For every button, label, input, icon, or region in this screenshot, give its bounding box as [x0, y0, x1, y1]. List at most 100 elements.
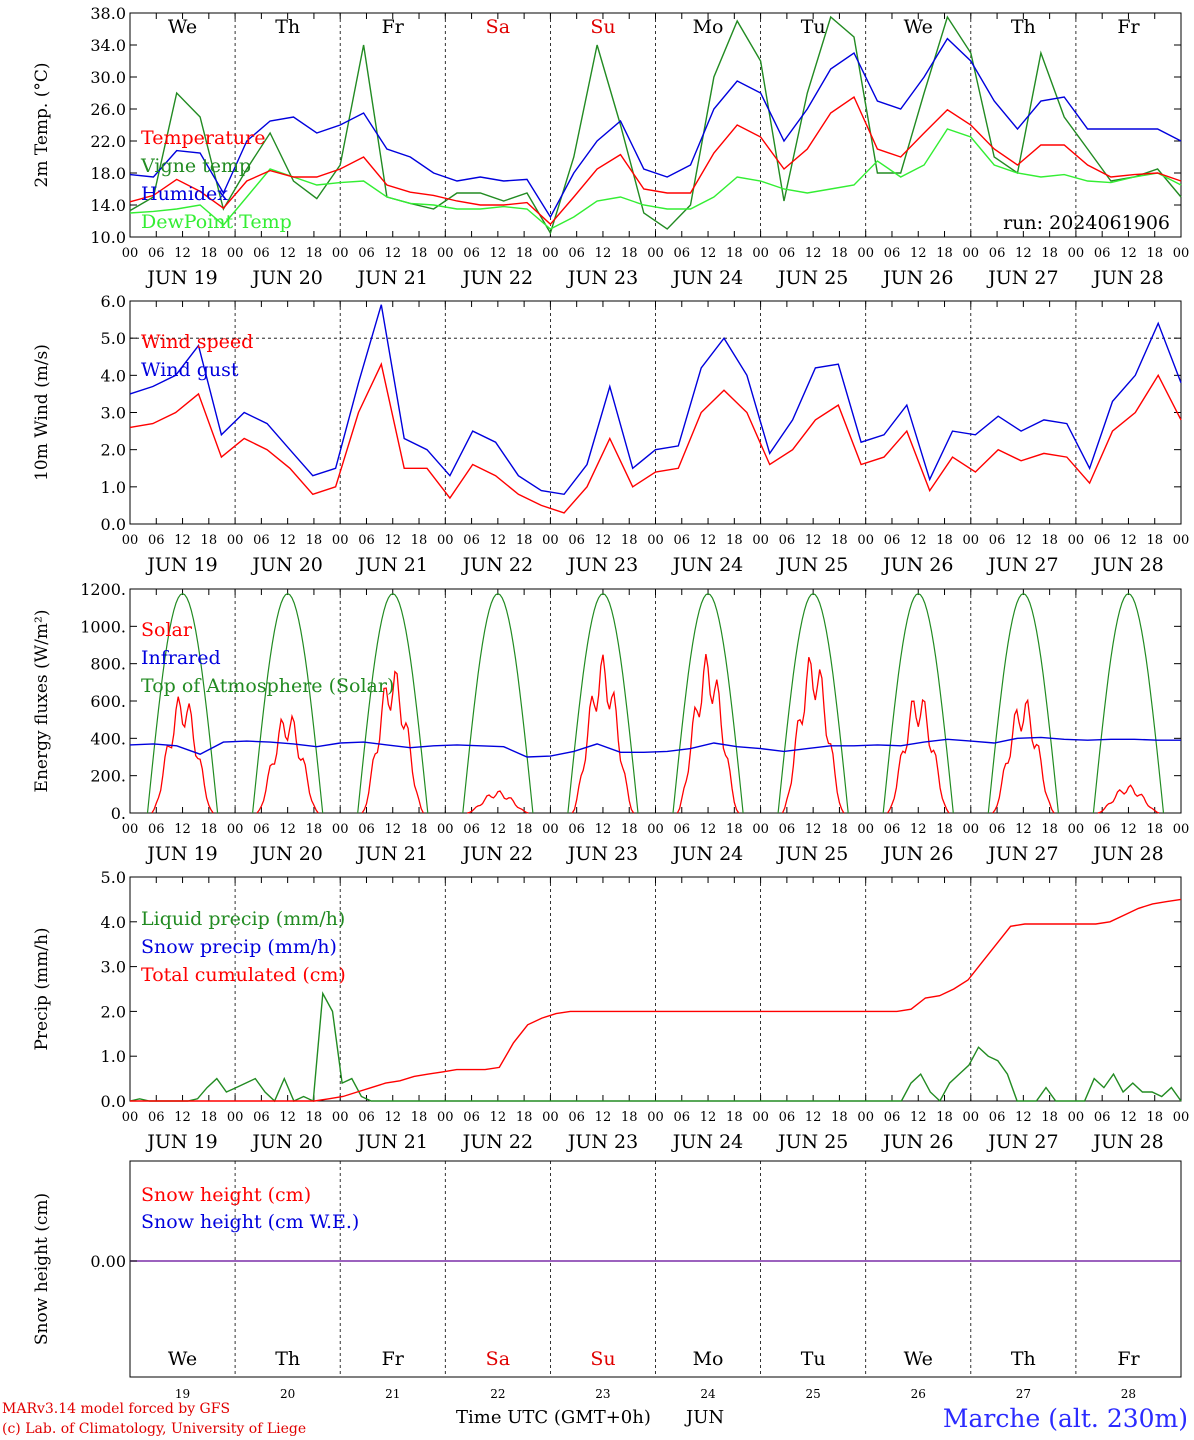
x-tick-label: 00 — [227, 246, 244, 261]
x-tick-label: 06 — [358, 1110, 375, 1125]
date-label: JUN 25 — [776, 554, 848, 576]
date-label: JUN 27 — [986, 267, 1058, 289]
x-tick-label: 12 — [1015, 246, 1032, 261]
x-tick-label: 18 — [201, 246, 218, 261]
x-tick-label: 00 — [752, 246, 769, 261]
x-tick-label: 12 — [1015, 533, 1032, 548]
x-tick-label: 06 — [358, 246, 375, 261]
x-tick-label: 12 — [595, 533, 612, 548]
x-tick-label: 06 — [779, 822, 796, 837]
x-tick-label: 00 — [647, 822, 664, 837]
y-tick-label: 400. — [90, 729, 126, 748]
y-tick-label: 2.0 — [101, 441, 126, 460]
x-tick-label: 00 — [1068, 533, 1085, 548]
day-name: Su — [590, 1348, 615, 1370]
x-tick-label: 18 — [726, 246, 743, 261]
date-label: JUN 22 — [461, 267, 533, 289]
x-tick-label: 00 — [857, 822, 874, 837]
x-tick-label: 12 — [805, 533, 822, 548]
date-label: JUN 19 — [145, 554, 217, 576]
y-tick-label: 1000. — [80, 617, 126, 636]
x-tick-label: 12 — [174, 246, 191, 261]
x-tick-label: 12 — [384, 246, 401, 261]
x-tick-label: 00 — [122, 246, 139, 261]
x-tick-label: 18 — [411, 533, 428, 548]
date-label: JUN 25 — [776, 267, 848, 289]
series-line-toa-solar — [567, 593, 639, 814]
x-tick-label: 12 — [1120, 246, 1137, 261]
day-name: Fr — [1117, 16, 1140, 38]
x-tick-label: 06 — [148, 1110, 165, 1125]
x-tick-label: 18 — [621, 822, 638, 837]
x-tick-label: 00 — [437, 533, 454, 548]
x-tick-label: 00 — [332, 533, 349, 548]
date-label: JUN 20 — [250, 267, 322, 289]
x-tick-label: 06 — [989, 822, 1006, 837]
x-tick-label: 12 — [174, 822, 191, 837]
date-label: JUN 21 — [356, 554, 428, 576]
x-tick-label: 06 — [253, 246, 270, 261]
x-tick-label: 18 — [1041, 822, 1058, 837]
y-tick-label: 1200. — [80, 580, 126, 599]
x-tick-label: 12 — [279, 533, 296, 548]
x-tick-label: 12 — [700, 246, 717, 261]
x-tick-label: 00 — [963, 1110, 980, 1125]
x-tick-label: 12 — [910, 533, 927, 548]
day-number: 26 — [911, 1387, 926, 1401]
x-tick-label: 00 — [332, 1110, 349, 1125]
series-line-toa-solar — [987, 593, 1059, 814]
x-tick-label: 06 — [884, 246, 901, 261]
legend-liquid-precip-mm-h: Liquid precip (mm/h) — [141, 908, 345, 930]
x-tick-label: 18 — [621, 533, 638, 548]
y-tick-label: 800. — [90, 655, 126, 674]
x-tick-label: 12 — [1015, 822, 1032, 837]
x-tick-label: 06 — [568, 822, 585, 837]
x-tick-label: 18 — [726, 822, 743, 837]
x-tick-label: 06 — [463, 1110, 480, 1125]
x-tick-label: 00 — [122, 533, 139, 548]
x-tick-label: 00 — [857, 533, 874, 548]
legend-wind-speed: Wind speed — [141, 331, 253, 353]
date-label: JUN 28 — [1091, 843, 1163, 865]
day-name: Fr — [1117, 1348, 1140, 1370]
x-tick-label: 12 — [595, 1110, 612, 1125]
day-number: 28 — [1121, 1387, 1136, 1401]
date-label: JUN 20 — [250, 554, 322, 576]
date-label: JUN 24 — [671, 554, 743, 576]
date-label: JUN 28 — [1091, 554, 1163, 576]
series-line-solar — [781, 656, 845, 814]
x-tick-label: 18 — [306, 533, 323, 548]
station-label: Marche (alt. 230m) — [943, 1404, 1188, 1433]
x-tick-label: 12 — [595, 822, 612, 837]
x-tick-label: 18 — [621, 1110, 638, 1125]
date-label: JUN 24 — [671, 267, 743, 289]
credit-line-1: MARv3.14 model forced by GFS — [2, 1401, 230, 1417]
x-tick-label: 18 — [1146, 246, 1163, 261]
x-tick-label: 12 — [805, 822, 822, 837]
x-tick-label: 12 — [279, 1110, 296, 1125]
x-tick-label: 18 — [516, 246, 533, 261]
x-tick-label: 06 — [989, 246, 1006, 261]
x-tick-label: 12 — [279, 246, 296, 261]
x-tick-label: 18 — [201, 533, 218, 548]
x-tick-label: 06 — [253, 822, 270, 837]
x-tick-label: 06 — [1094, 533, 1111, 548]
x-tick-label: 00 — [752, 822, 769, 837]
day-name: We — [168, 1348, 197, 1370]
series-line-solar — [361, 670, 424, 814]
x-tick-label: 12 — [490, 533, 507, 548]
x-tick-label: 06 — [148, 533, 165, 548]
x-tick-label: 12 — [700, 533, 717, 548]
x-tick-label: 06 — [568, 1110, 585, 1125]
x-tick-label: 00 — [122, 822, 139, 837]
date-label: JUN 26 — [881, 1131, 953, 1153]
x-tick-label: 12 — [1120, 533, 1137, 548]
y-tick-label: 30.0 — [90, 68, 126, 87]
x-tick-label: 18 — [1041, 1110, 1058, 1125]
y-axis-label: Precip (mm/h) — [32, 927, 52, 1050]
x-tick-label: 00 — [227, 822, 244, 837]
x-tick-label: 00 — [542, 533, 559, 548]
x-tick-label: 06 — [1094, 822, 1111, 837]
x-tick-label: 18 — [306, 822, 323, 837]
